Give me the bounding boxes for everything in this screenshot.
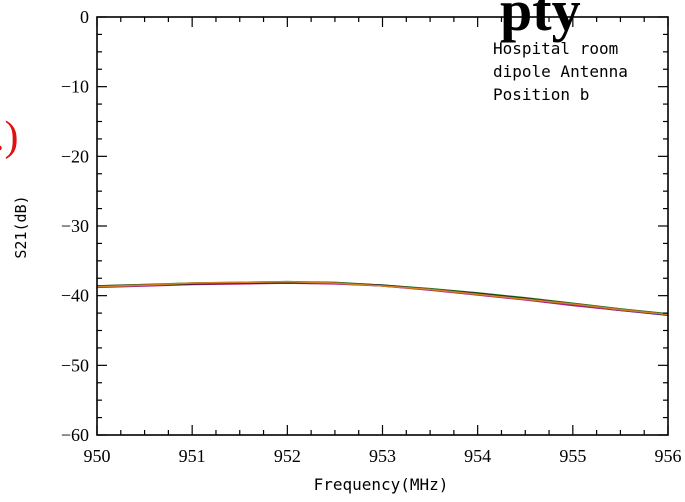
y-axis-ticks: 0 −10 −20 −30 −40 −50 −60	[61, 7, 668, 445]
y-axis-label: S21(dB)	[12, 195, 30, 258]
x-tick-label: 954	[464, 446, 491, 466]
x-tick-label: 951	[179, 446, 206, 466]
y-tick-label: −60	[61, 425, 89, 445]
x-tick-label: 956	[655, 446, 682, 466]
y-tick-label: −20	[61, 146, 89, 166]
x-tick-label: 952	[274, 446, 301, 466]
y-tick-label: −10	[61, 77, 89, 97]
series-line-4	[96, 281, 669, 316]
annotation-line-3: Position b	[493, 85, 589, 104]
x-axis-label: Frequency(MHz)	[314, 475, 449, 494]
y-tick-label: −40	[61, 286, 89, 306]
series-line-2	[96, 281, 669, 316]
x-tick-label: 955	[559, 446, 586, 466]
series-line-5	[96, 280, 669, 316]
annotation-line-1: Hospital room	[493, 39, 618, 58]
x-axis-ticks: 950 951 952 953 954 955 956	[84, 17, 682, 466]
y-tick-label: −50	[61, 355, 89, 375]
annotation-line-2: dipole Antenna	[493, 62, 628, 81]
y-tick-label: −30	[61, 216, 89, 236]
series-line-3	[96, 282, 669, 316]
x-tick-label: 950	[84, 446, 111, 466]
title-fragment: pty	[500, 0, 581, 43]
x-tick-label: 953	[369, 446, 396, 466]
y-tick-label: 0	[80, 7, 89, 27]
annotation-box: Hospital room dipole Antenna Position b	[493, 39, 628, 104]
left-label-fragment: .)	[0, 114, 19, 160]
